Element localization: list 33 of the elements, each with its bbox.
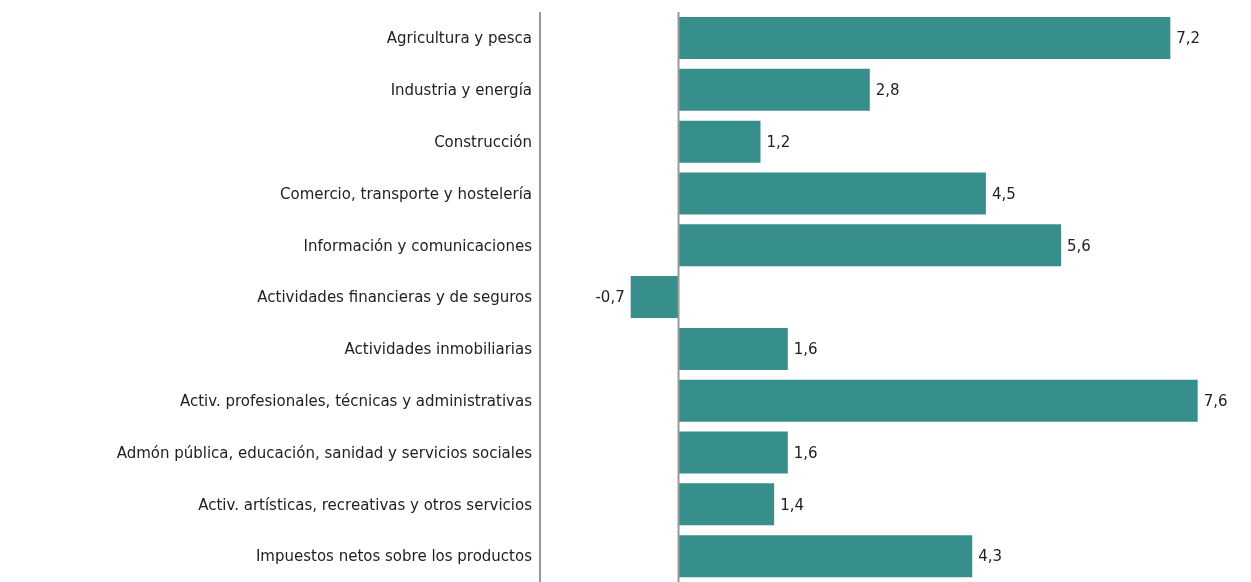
bar (678, 379, 1198, 422)
y-tick-label: Agricultura y pesca (386, 29, 532, 48)
data-label: 1,4 (780, 495, 805, 514)
y-tick-label: Activ. artísticas, recreativas y otros servicios (198, 495, 533, 514)
data-label: 4,3 (978, 547, 1003, 566)
bar (678, 120, 761, 163)
y-tick-label: Industria y energía (390, 81, 532, 100)
y-tick-label: Actividades financieras y de seguros (257, 288, 533, 307)
bar (678, 327, 788, 370)
y-tick-label: Comercio, transporte y hostelería (280, 184, 532, 203)
data-label: 7,6 (1203, 391, 1228, 410)
y-tick-label: Información y comunicaciones (303, 236, 533, 255)
bar (678, 535, 973, 578)
bar (678, 172, 986, 215)
y-tick-label: Actividades inmobiliarias (344, 340, 533, 359)
bar (678, 17, 1171, 59)
y-tick-label: Impuestos netos sobre los productos (255, 547, 533, 566)
data-label: 2,8 (875, 81, 900, 100)
data-label: 1,2 (766, 132, 791, 151)
y-tick-label: Construcción (434, 132, 532, 151)
data-label: 5,6 (1067, 236, 1091, 255)
bar (678, 68, 870, 111)
bar (678, 224, 1062, 267)
y-tick-label: Activ. profesionales, técnicas y administrativas (179, 391, 533, 410)
data-label: 7,2 (1176, 29, 1201, 48)
data-label: 1,6 (793, 443, 818, 462)
data-label: 1,6 (793, 340, 818, 359)
data-label: -0,7 (595, 288, 625, 307)
y-tick-label: Admón pública, educación, sanidad y servicios sociales (116, 443, 533, 462)
data-label: 4,5 (991, 184, 1016, 203)
bar (678, 431, 788, 474)
bar (678, 483, 775, 526)
bar (630, 276, 679, 319)
